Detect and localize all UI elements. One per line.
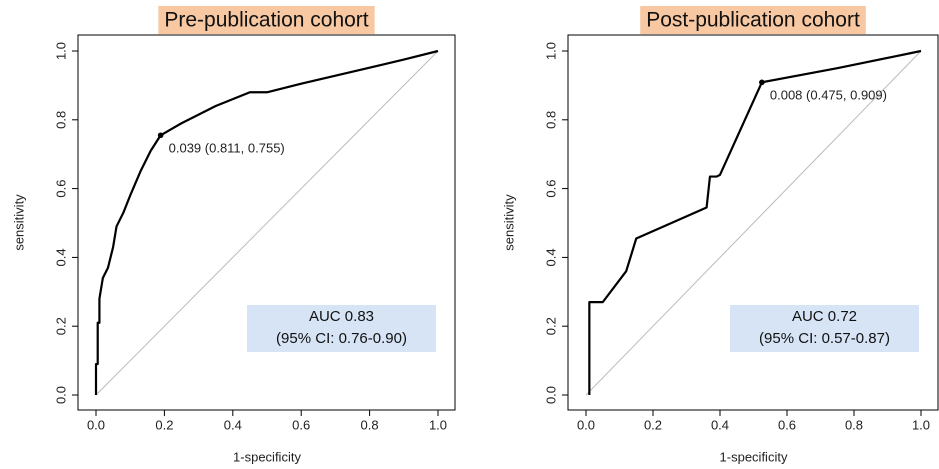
chart-title: Pre-publication cohort — [164, 9, 368, 32]
title-background — [640, 6, 866, 34]
reference-diagonal — [95, 50, 439, 396]
auc-box — [730, 305, 919, 352]
y-tick-label: 0.2 — [53, 317, 68, 335]
y-tick-label: 0.4 — [543, 248, 558, 266]
x-tick-label: 0.4 — [224, 417, 242, 432]
x-tick-label: 0.6 — [778, 417, 796, 432]
threshold-label: 0.008 (0.475, 0.909) — [770, 88, 887, 103]
auc-text: AUC 0.83 — [309, 308, 374, 325]
y-tick-label: 0.8 — [53, 111, 68, 129]
y-tick-label: 1.0 — [543, 42, 558, 60]
auc-box — [247, 305, 436, 352]
y-tick-label: 0.2 — [543, 317, 558, 335]
y-tick-label: 0.6 — [543, 180, 558, 198]
y-axis-label: sensitivity — [501, 194, 516, 251]
auc-text: AUC 0.72 — [792, 308, 857, 325]
x-tick-label: 0.8 — [361, 417, 379, 432]
x-tick-label: 0.0 — [87, 417, 105, 432]
y-tick-label: 1.0 — [53, 42, 68, 60]
threshold-point — [759, 79, 765, 86]
y-tick-label: 0.6 — [53, 180, 68, 198]
plot-frame — [77, 34, 456, 411]
x-tick-label: 0.6 — [292, 417, 310, 432]
auc-text: (95% CI: 0.57-0.87) — [759, 330, 890, 347]
x-tick-label: 0.2 — [644, 417, 662, 432]
y-tick-label: 0.0 — [543, 386, 558, 404]
threshold-point — [157, 132, 164, 139]
x-tick-label: 0.0 — [577, 417, 595, 432]
y-tick-label: 0.8 — [543, 111, 558, 129]
chart-title: Post-publication cohort — [646, 9, 860, 32]
x-tick-label: 1.0 — [912, 417, 930, 432]
auc-text: (95% CI: 0.76-0.90) — [276, 330, 407, 347]
x-tick-label: 1.0 — [429, 417, 447, 432]
roc-curve — [94, 49, 439, 395]
panel: Pre-publication cohort 0.0 0.2 0.4 0.6 0.8 1.0… — [11, 6, 456, 464]
plot-frame — [567, 34, 939, 411]
x-axis-label: 1-specificity — [720, 449, 788, 464]
y-tick-label: 0.0 — [53, 386, 68, 404]
panel: Post-publication cohort 0.0 0.2 0.4 0.6 0.8 1.… — [501, 6, 939, 464]
x-tick-label: 0.4 — [711, 417, 729, 432]
reference-diagonal — [585, 50, 922, 396]
threshold-label: 0.039 (0.811, 0.755) — [169, 141, 285, 156]
y-axis-label: sensitivity — [11, 194, 26, 251]
x-axis-label: 1-specificity — [233, 449, 301, 464]
x-tick-label: 0.8 — [845, 417, 863, 432]
roc-curve — [588, 49, 922, 395]
title-background — [158, 6, 375, 34]
x-tick-label: 0.2 — [155, 417, 173, 432]
y-tick-label: 0.4 — [53, 248, 68, 266]
